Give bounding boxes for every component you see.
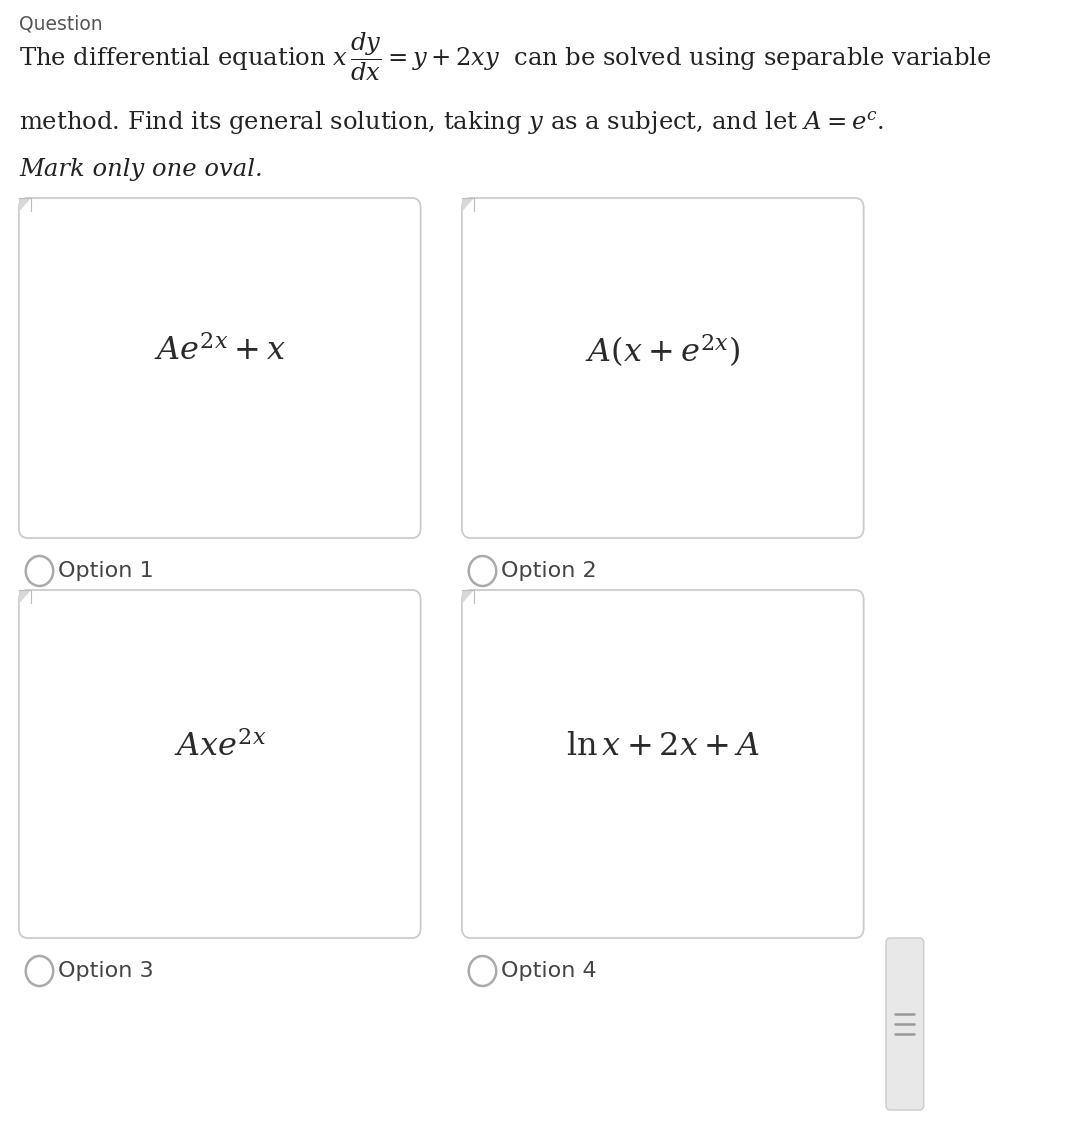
Ellipse shape — [26, 556, 53, 586]
Text: Question: Question — [18, 14, 103, 33]
FancyBboxPatch shape — [18, 198, 421, 538]
Text: $Ae^{2x}+x$: $Ae^{2x}+x$ — [153, 335, 286, 367]
Text: $Axe^{2x}$: $Axe^{2x}$ — [174, 731, 266, 763]
Text: Mark only one oval.: Mark only one oval. — [18, 158, 262, 180]
Ellipse shape — [26, 956, 53, 986]
Text: Option 2: Option 2 — [501, 561, 597, 581]
FancyBboxPatch shape — [462, 198, 864, 538]
Polygon shape — [462, 198, 474, 212]
Text: The differential equation $x\,\dfrac{dy}{dx} = y + 2xy$  can be solved using sep: The differential equation $x\,\dfrac{dy}… — [18, 30, 991, 82]
FancyBboxPatch shape — [462, 590, 864, 938]
Text: $A\left(x+e^{2x}\right)$: $A\left(x+e^{2x}\right)$ — [585, 332, 740, 370]
FancyBboxPatch shape — [18, 590, 421, 938]
Text: Option 3: Option 3 — [58, 962, 154, 981]
Polygon shape — [18, 590, 31, 604]
Text: $\ln x + 2x + A$: $\ln x + 2x + A$ — [566, 731, 759, 762]
FancyBboxPatch shape — [886, 938, 923, 1110]
Text: Option 4: Option 4 — [501, 962, 597, 981]
Ellipse shape — [469, 556, 496, 586]
Ellipse shape — [469, 956, 496, 986]
Polygon shape — [18, 198, 31, 212]
Polygon shape — [462, 590, 474, 604]
Text: Option 1: Option 1 — [58, 561, 154, 581]
Text: method. Find its general solution, taking $y$ as a subject, and let $A = e^c$.: method. Find its general solution, takin… — [18, 110, 883, 137]
